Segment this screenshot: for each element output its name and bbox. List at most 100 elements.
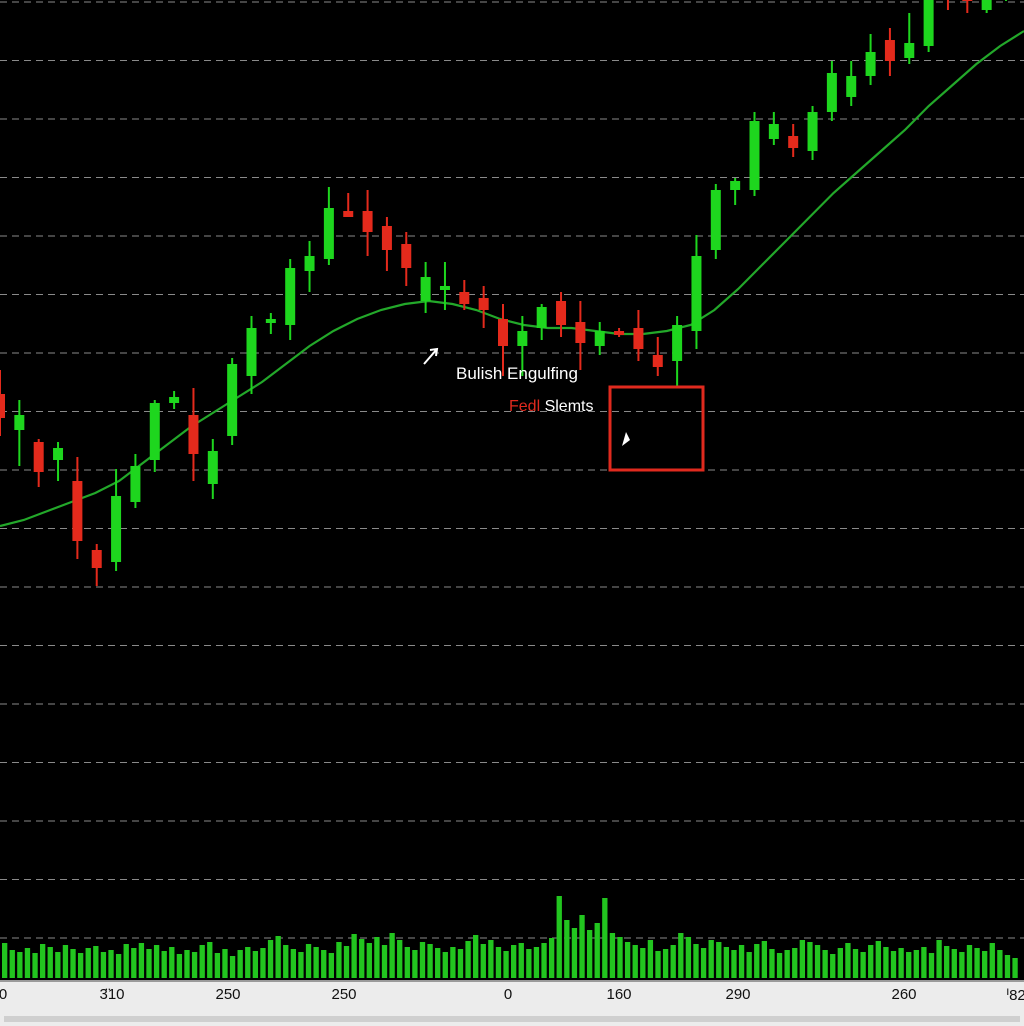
volume-bar: [199, 945, 205, 978]
volume-bar: [123, 944, 129, 978]
volume-bar: [55, 952, 61, 978]
candle: [111, 469, 122, 571]
volume-bar: [77, 953, 84, 978]
candle: [575, 301, 586, 370]
volume-bar: [822, 950, 828, 978]
x-tick-label: 250: [331, 986, 357, 1003]
grid-lines: [0, 1, 1024, 939]
volume-bar: [503, 951, 509, 978]
candle-body: [343, 211, 354, 217]
candle: [91, 544, 102, 586]
volume-bar: [47, 947, 53, 978]
candle: [652, 337, 663, 376]
pattern-label: Bulish Engulfing: [456, 364, 578, 383]
volume-bar: [427, 944, 433, 978]
candle: [72, 457, 83, 559]
volume-bar: [275, 936, 281, 978]
volume-bar: [442, 952, 448, 978]
volume-bar: [488, 940, 494, 978]
candle: [381, 217, 392, 271]
annotation-arrow-icon: [423, 347, 439, 365]
volume-bar: [435, 948, 441, 978]
volume-bar: [480, 944, 486, 978]
volume-bar: [24, 948, 31, 978]
volume-bar: [138, 943, 145, 978]
candle-body: [730, 181, 741, 190]
volume-bar: [754, 944, 760, 978]
candle-body: [981, 0, 992, 10]
volume-bar: [624, 942, 631, 978]
candle-body: [498, 319, 508, 346]
volume-bar: [837, 948, 843, 978]
candle-body: [807, 112, 818, 151]
candle: [53, 442, 64, 481]
candle: [904, 13, 915, 64]
volume-bar: [343, 946, 350, 978]
volume-bar: [305, 944, 312, 978]
volume-bar: [556, 896, 562, 978]
candle-body: [459, 292, 470, 304]
volume-bar: [632, 945, 638, 978]
volume-bar: [336, 942, 342, 978]
volume-bar: [169, 947, 175, 978]
volume-bar: [792, 948, 798, 978]
volume-bar: [586, 930, 593, 978]
candle: [130, 454, 141, 508]
candle-body: [362, 211, 373, 232]
candle-body: [710, 190, 721, 250]
volume-bar: [571, 928, 578, 978]
pattern-sublabel-red: Fedl: [509, 398, 541, 415]
volume-bar: [548, 938, 555, 978]
candle-body: [188, 415, 199, 454]
volume-bar: [776, 953, 783, 978]
candle-body: [130, 466, 141, 502]
candle: [633, 310, 644, 361]
candle-body: [904, 43, 915, 58]
candle: [884, 28, 895, 76]
candle: [807, 106, 818, 160]
x-axis-bar: [0, 980, 1024, 1026]
candle-body: [111, 496, 122, 562]
candle-body: [227, 364, 238, 436]
candle-body: [749, 121, 760, 190]
candle-body: [575, 322, 586, 343]
candle: [343, 193, 354, 217]
volume-bar: [245, 947, 251, 978]
candle: [730, 178, 741, 205]
candle-body: [439, 286, 450, 290]
volume-bar: [959, 952, 965, 978]
candle-body: [207, 451, 218, 484]
candle: [768, 112, 779, 145]
volume-bar: [708, 940, 714, 978]
x-tick-label: 3̈10: [99, 986, 125, 1003]
candle: [594, 322, 605, 355]
x-tick-label: 0: [0, 986, 8, 1003]
volume-bar: [214, 953, 221, 978]
volume-bar: [951, 949, 957, 978]
volume-bar: [389, 933, 395, 978]
candle: [227, 358, 238, 445]
volume-bar: [982, 951, 988, 978]
x-axis-scrollbar[interactable]: [4, 1016, 1020, 1022]
candle-body: [304, 256, 315, 271]
volume-bar: [761, 941, 768, 978]
candle: [556, 292, 567, 337]
volume-bar: [906, 952, 912, 978]
volume-bar: [131, 948, 137, 978]
volume-bar: [419, 942, 426, 978]
volume-bar: [1004, 955, 1011, 978]
candle-body: [14, 415, 25, 430]
volume-bar: [609, 933, 616, 978]
candle-body: [962, 0, 973, 1]
candle-body: [169, 397, 180, 403]
volume-bar: [9, 950, 15, 978]
volume-bar: [1012, 958, 1018, 978]
candle-body: [633, 328, 644, 349]
candle: [946, 0, 949, 10]
candle-body: [826, 73, 837, 112]
volume-bar: [397, 940, 403, 978]
candle: [788, 124, 799, 157]
candle-body: [517, 331, 528, 346]
x-tick-label: ᑊ82: [1006, 987, 1024, 1004]
candle-body: [420, 277, 431, 301]
